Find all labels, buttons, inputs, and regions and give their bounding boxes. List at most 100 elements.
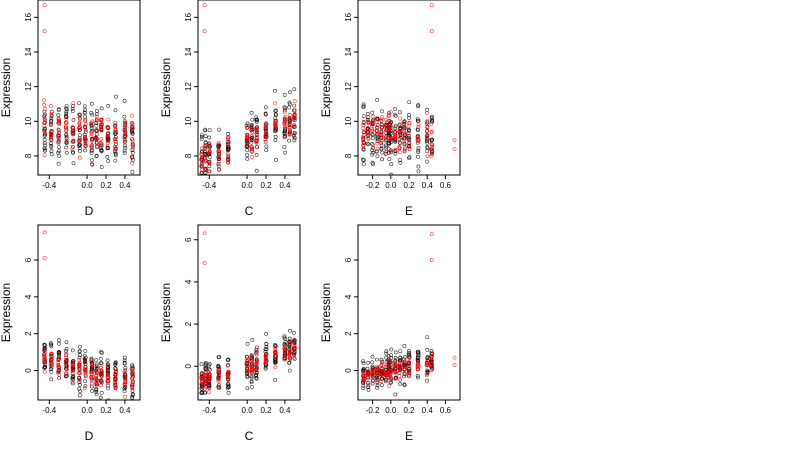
observed-point — [245, 121, 250, 126]
observed-point — [42, 342, 47, 347]
fitted-point — [94, 370, 99, 375]
fitted-point — [245, 135, 250, 140]
fitted-point — [380, 365, 384, 370]
observed-point — [83, 384, 88, 389]
y-tick-label: 4 — [344, 294, 353, 299]
observed-point — [203, 134, 208, 139]
fitted-point — [49, 358, 54, 363]
fitted-point — [398, 377, 403, 382]
observed-point — [393, 139, 398, 144]
fitted-point — [386, 114, 391, 119]
observed-point — [425, 335, 430, 340]
observed-point — [370, 150, 375, 155]
fitted-point — [429, 122, 434, 127]
fitted-point — [416, 122, 421, 127]
observed-point — [203, 363, 208, 368]
fitted-point — [386, 378, 391, 383]
observed-point — [365, 112, 370, 116]
fitted-point — [425, 362, 430, 367]
fitted-point — [393, 361, 397, 366]
fitted-point — [64, 127, 69, 132]
observed-point — [263, 139, 268, 144]
observed-point — [425, 378, 430, 383]
fitted-point — [406, 355, 411, 360]
fitted-point — [95, 117, 99, 122]
observed-point — [48, 123, 53, 128]
observed-point — [407, 351, 412, 355]
observed-point — [94, 388, 99, 393]
observed-point — [64, 136, 69, 141]
observed-point — [94, 153, 99, 158]
fitted-point — [425, 154, 430, 159]
fitted-point — [42, 116, 47, 121]
y-tick-label: 2 — [24, 331, 33, 336]
fitted-point — [263, 359, 268, 364]
observed-point — [282, 145, 287, 150]
fitted-point — [424, 363, 429, 368]
fitted-point — [203, 386, 207, 391]
fitted-point — [131, 373, 135, 378]
fitted-point — [416, 125, 421, 129]
fitted-point — [386, 370, 391, 375]
observed-point — [64, 346, 69, 351]
fitted-point — [71, 101, 76, 106]
fitted-point — [283, 345, 288, 350]
fitted-point — [292, 99, 297, 104]
fitted-point — [402, 359, 407, 364]
chart-panel-5: -0.4 0.0 0.2 0.4 0 2 4 6 C Expression — [159, 224, 301, 443]
observed-point — [291, 330, 296, 335]
fitted-point — [366, 121, 371, 125]
observed-point — [42, 128, 47, 133]
observed-point — [361, 123, 366, 128]
fitted-point — [123, 394, 127, 399]
fitted-point — [398, 116, 403, 121]
observed-point — [105, 358, 110, 363]
observed-point — [56, 113, 61, 118]
y-tick-label: 8 — [24, 153, 33, 158]
x-tick-label: 0.4 — [422, 406, 434, 415]
x-tick-label: 0.2 — [403, 406, 415, 415]
observed-point — [56, 139, 61, 144]
fitted-point — [56, 117, 61, 121]
fitted-point — [406, 144, 411, 149]
fitted-point — [90, 370, 95, 375]
observed-point — [397, 110, 402, 115]
observed-point — [375, 385, 379, 390]
fitted-point — [48, 357, 53, 362]
fitted-point — [225, 152, 230, 157]
fitted-point — [245, 134, 250, 139]
observed-point — [249, 385, 254, 389]
observed-point — [365, 141, 370, 146]
fitted-point — [131, 371, 135, 376]
fitted-point — [282, 357, 287, 362]
observed-point — [90, 366, 95, 371]
observed-point — [254, 168, 259, 173]
fitted-point — [83, 371, 88, 376]
fitted-point — [49, 352, 53, 357]
fitted-point — [78, 125, 82, 130]
observed-point — [254, 153, 259, 157]
fitted-point — [217, 150, 222, 155]
observed-point — [245, 386, 250, 391]
fitted-point — [42, 120, 47, 125]
y-axis-title: Expression — [159, 58, 173, 117]
fitted-point — [49, 111, 54, 116]
observed-point — [282, 93, 287, 97]
fitted-point — [430, 142, 435, 147]
y-tick-label: 6 — [24, 257, 33, 262]
observed-point — [430, 137, 435, 142]
observed-point — [90, 389, 94, 393]
observed-point — [375, 116, 380, 121]
fitted-point — [429, 129, 434, 134]
observed-point — [415, 127, 420, 132]
observed-point — [416, 375, 421, 380]
fitted-point — [95, 128, 99, 133]
observed-point — [245, 341, 250, 346]
observed-point — [254, 120, 259, 124]
observed-point — [263, 105, 268, 110]
fitted-point — [370, 371, 375, 375]
fitted-point — [292, 132, 297, 137]
observed-point — [57, 338, 61, 342]
fitted-point — [245, 125, 250, 130]
outlier-point — [429, 232, 434, 237]
